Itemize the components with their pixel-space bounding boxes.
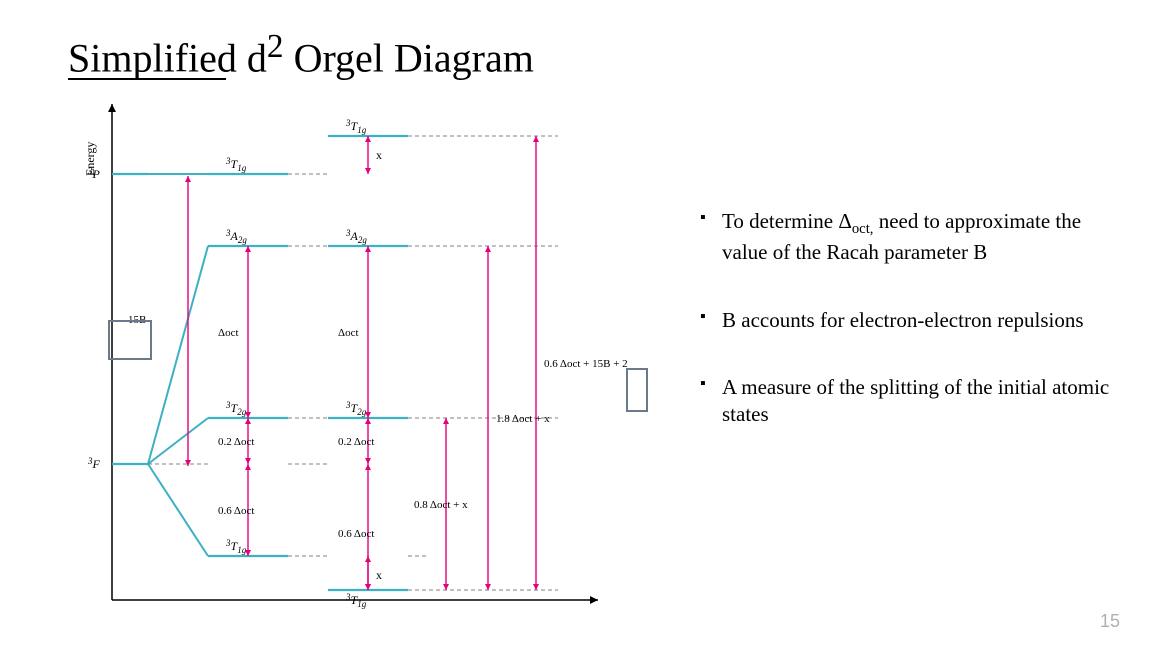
page-number: 15: [1100, 611, 1120, 632]
svg-text:x: x: [376, 148, 382, 162]
svg-text:0.6 Δoct + 15B + 2x: 0.6 Δoct + 15B + 2x: [544, 358, 628, 370]
page-title: Simplified d2 Orgel Diagram: [68, 28, 534, 81]
svg-text:3A2g: 3A2g: [345, 228, 367, 245]
svg-text:Δoct: Δoct: [218, 327, 239, 339]
svg-text:0.2 Δoct: 0.2 Δoct: [218, 436, 254, 448]
title-pre: Simplified d: [68, 35, 267, 80]
bullet-3: A measure of the splitting of the initia…: [700, 374, 1120, 429]
svg-text:3T1g: 3T1g: [225, 538, 247, 555]
bullet-1: To determine Δoct, need to approximate t…: [700, 208, 1120, 267]
svg-text:0.2 Δoct: 0.2 Δoct: [338, 436, 374, 448]
bullet-1-pre: To determine Δ: [722, 209, 852, 233]
title-sup: 2: [267, 28, 284, 65]
svg-text:3T2g: 3T2g: [345, 400, 367, 417]
bullet-1-sub: oct,: [852, 221, 874, 237]
svg-text:Δoct: Δoct: [338, 327, 359, 339]
highlight-box-15B: [108, 320, 152, 360]
svg-text:3P: 3P: [87, 166, 101, 181]
svg-text:3T2g: 3T2g: [225, 400, 247, 417]
svg-text:0.6 Δoct: 0.6 Δoct: [218, 505, 254, 517]
svg-text:0.8 Δoct + x: 0.8 Δoct + x: [414, 499, 468, 511]
title-post: Orgel Diagram: [284, 35, 534, 80]
svg-text:3T1g: 3T1g: [345, 118, 367, 135]
orgel-diagram: Energy3P3F3T1g3T1g3A2g3A2g3T2g3T2g3T1g3T…: [68, 96, 628, 616]
highlight-box-right: [626, 368, 648, 412]
svg-text:x: x: [376, 568, 382, 582]
svg-text:3T1g: 3T1g: [345, 592, 367, 609]
title-underline: [68, 78, 226, 80]
svg-text:0.6 Δoct: 0.6 Δoct: [338, 528, 374, 540]
bullet-2: B accounts for electron-electron repulsi…: [700, 307, 1120, 334]
bullet-list: To determine Δoct, need to approximate t…: [700, 208, 1120, 468]
svg-text:3F: 3F: [87, 456, 101, 471]
svg-text:1.8 Δoct + x: 1.8 Δoct + x: [496, 413, 550, 425]
svg-text:3T1g: 3T1g: [225, 156, 247, 173]
svg-text:3A2g: 3A2g: [225, 228, 247, 245]
